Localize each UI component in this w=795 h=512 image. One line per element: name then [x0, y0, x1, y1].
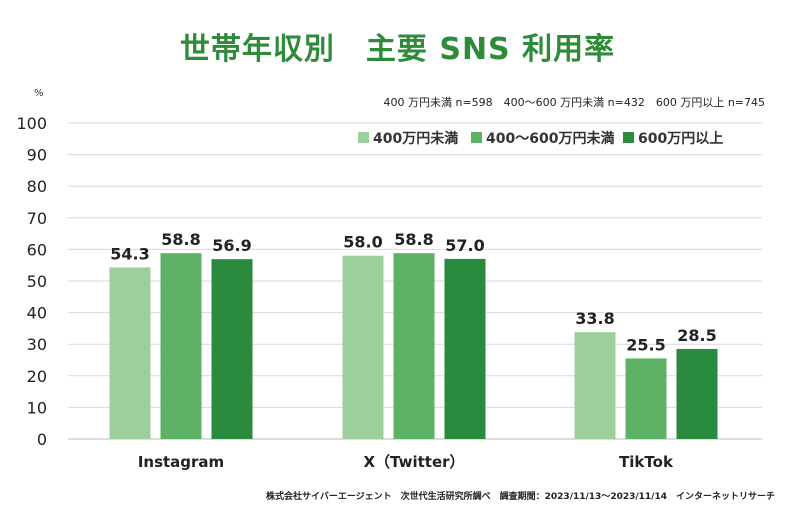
y-tick-label: 10 [27, 398, 47, 417]
legend-swatch [623, 132, 634, 143]
chart-title: 世帯年収別 主要 SNS 利用率 [179, 32, 616, 67]
sample-size-note: 400 万円未満 n=598 400〜600 万円未満 n=432 600 万円… [383, 96, 765, 109]
y-tick-label: 30 [27, 335, 47, 354]
y-unit-label: % [34, 88, 44, 99]
bar [444, 258, 486, 439]
data-label: 25.5 [626, 335, 665, 354]
y-tick-label: 0 [37, 430, 47, 449]
bar [109, 267, 151, 439]
source-note: 株式会社サイバーエージェント 次世代生活研究所調べ 調査期間：2023/11/1… [266, 492, 775, 502]
bar [574, 332, 616, 439]
bar [160, 253, 202, 439]
x-category-label: X（Twitter） [363, 453, 464, 471]
data-label: 58.8 [394, 230, 433, 249]
y-tick-label: 40 [27, 304, 47, 323]
y-tick-label: 80 [27, 177, 47, 196]
data-label: 58.8 [161, 230, 200, 249]
bar [211, 259, 253, 439]
y-tick-label: 100 [16, 114, 47, 133]
legend-label: 600万円以上 [638, 131, 723, 147]
legend-label: 400〜600万円未満 [486, 130, 614, 147]
data-label: 57.0 [445, 236, 484, 255]
legend-label: 400万円未満 [373, 130, 458, 147]
bar [342, 255, 384, 439]
y-tick-label: 70 [27, 209, 47, 228]
bar [676, 348, 718, 439]
bar [393, 253, 435, 439]
x-category-label: Instagram [138, 453, 224, 471]
data-label: 54.3 [110, 244, 149, 263]
y-tick-label: 20 [27, 367, 47, 386]
y-tick-label: 90 [27, 146, 47, 165]
y-tick-label: 50 [27, 272, 47, 291]
data-label: 58.0 [343, 233, 382, 252]
data-label: 33.8 [575, 309, 614, 328]
bar [625, 358, 667, 439]
data-label: 56.9 [212, 236, 251, 255]
legend-swatch [358, 132, 369, 143]
y-tick-label: 60 [27, 240, 47, 259]
x-category-label: TikTok [619, 453, 674, 471]
data-label: 28.5 [677, 326, 716, 345]
legend-swatch [471, 132, 482, 143]
